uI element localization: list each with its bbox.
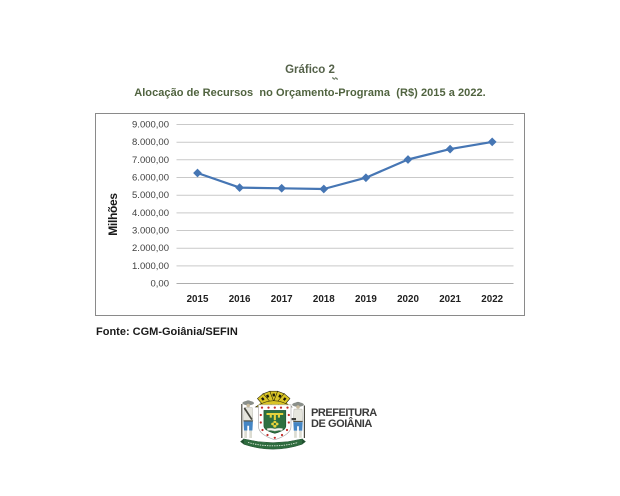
svg-text:4.000,00: 4.000,00 — [132, 208, 169, 219]
svg-text:5.000,00: 5.000,00 — [132, 190, 169, 201]
svg-text:6.000,00: 6.000,00 — [132, 173, 169, 184]
svg-text:2019: 2019 — [355, 294, 377, 305]
svg-text:2016: 2016 — [229, 294, 251, 305]
svg-text:0,00: 0,00 — [151, 279, 170, 290]
svg-text:2.000,00: 2.000,00 — [132, 243, 169, 254]
svg-text:1.000,00: 1.000,00 — [132, 261, 169, 272]
svg-text:Milhões: Milhões — [106, 193, 120, 236]
svg-text:2022: 2022 — [481, 294, 503, 305]
svg-text:2018: 2018 — [313, 294, 335, 305]
svg-text:2020: 2020 — [397, 294, 419, 305]
svg-text:9.000,00: 9.000,00 — [132, 120, 169, 131]
svg-text:7.000,00: 7.000,00 — [132, 155, 169, 166]
svg-text:2015: 2015 — [187, 294, 209, 305]
svg-text:2021: 2021 — [439, 294, 461, 305]
svg-text:8.000,00: 8.000,00 — [132, 137, 169, 148]
svg-text:2017: 2017 — [271, 294, 293, 305]
svg-text:3.000,00: 3.000,00 — [132, 226, 169, 237]
